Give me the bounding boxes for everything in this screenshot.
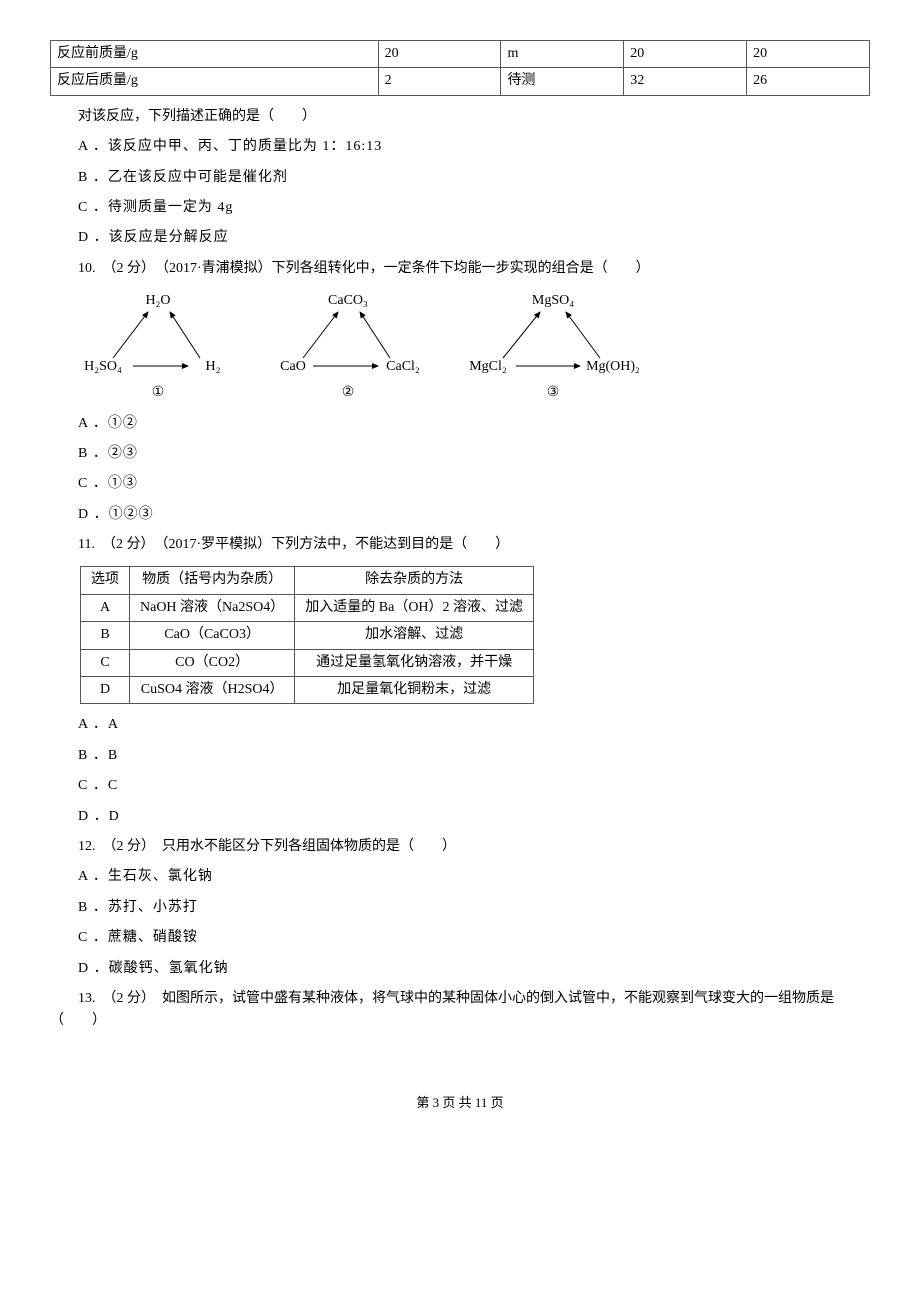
triangle-diagram-icon: MgSO₄ MgCl₂ Mg(OH)₂ (458, 290, 648, 380)
cell: NaOH 溶液（Na2SO4） (130, 594, 295, 621)
table-row: 反应前质量/g 20 m 20 20 (51, 41, 870, 68)
table-row: 反应后质量/g 2 待测 32 26 (51, 68, 870, 95)
q12-option-a: A ．生石灰、氯化钠 (78, 866, 870, 888)
triangle-diagram-icon: H₂O H₂SO₄ H₂ (78, 290, 238, 380)
node-top: MgSO₄ (532, 293, 574, 308)
q11-table: 选项 物质（括号内为杂质） 除去杂质的方法 A NaOH 溶液（Na2SO4） … (80, 566, 534, 704)
table-row: D CuSO4 溶液（H2SO4） 加足量氧化铜粉末，过滤 (81, 677, 534, 704)
q9-option-a: A ．该反应中甲、丙、丁的质量比为 1：16:13 (78, 136, 870, 158)
cell: D (81, 677, 130, 704)
q11-stem: 11. （2 分） （2017·罗平模拟）下列方法中，不能达到目的是（ ） (50, 534, 870, 556)
cell: CuSO4 溶液（H2SO4） (130, 677, 295, 704)
q11-option-c: C ．C (78, 775, 870, 797)
mass-table: 反应前质量/g 20 m 20 20 反应后质量/g 2 待测 32 26 (50, 40, 870, 96)
cell: CO（CO2） (130, 649, 295, 676)
cell: 20 (624, 41, 747, 68)
node-br: H₂ (206, 359, 221, 374)
page-footer: 第 3 页 共 11 页 (50, 1093, 870, 1114)
cell: CaO（CaCO3） (130, 622, 295, 649)
q10-option-a: A ．①② (78, 413, 870, 435)
header-cell: 除去杂质的方法 (295, 567, 534, 594)
cell: 通过足量氢氧化钠溶液，并干燥 (295, 649, 534, 676)
cell: 待测 (501, 68, 624, 95)
cell: B (81, 622, 130, 649)
q12-stem: 12. （2 分） 只用水不能区分下列各组固体物质的是（ ） (50, 836, 870, 858)
q10-diagram-3: MgSO₄ MgCl₂ Mg(OH)₂ ③ (458, 290, 648, 404)
table-row: C CO（CO2） 通过足量氢氧化钠溶液，并干燥 (81, 649, 534, 676)
row-label: 反应后质量/g (51, 68, 379, 95)
q12-option-b: B ．苏打、小苏打 (78, 897, 870, 919)
q10-option-b: B ．②③ (78, 443, 870, 465)
cell: 加足量氧化铜粉末，过滤 (295, 677, 534, 704)
cell: C (81, 649, 130, 676)
q10-option-d: D ．①②③ (78, 504, 870, 526)
q10-diagram-2: CaCO₃ CaO CaCl₂ ② (268, 290, 428, 404)
table-row: B CaO（CaCO3） 加水溶解、过滤 (81, 622, 534, 649)
q10-diagram-row: H₂O H₂SO₄ H₂ ① CaCO₃ CaO CaCl₂ ② (78, 290, 870, 404)
header-cell: 选项 (81, 567, 130, 594)
q12-option-d: D ．碳酸钙、氢氧化钠 (78, 958, 870, 980)
q11-option-b: B ．B (78, 745, 870, 767)
q9-stem: 对该反应，下列描述正确的是（ ） (50, 106, 870, 128)
row-label: 反应前质量/g (51, 41, 379, 68)
q10-option-c: C ．①③ (78, 473, 870, 495)
node-bl: CaO (280, 359, 306, 374)
cell: 加入适量的 Ba（OH）2 溶液、过滤 (295, 594, 534, 621)
diagram-number: ① (78, 382, 238, 404)
diagram-number: ③ (458, 382, 648, 404)
q12-option-c: C ．蔗糖、硝酸铵 (78, 927, 870, 949)
node-top: H₂O (145, 293, 170, 308)
q11-option-a: A ．A (78, 714, 870, 736)
cell: 26 (747, 68, 870, 95)
q9-option-b: B ．乙在该反应中可能是催化剂 (78, 167, 870, 189)
cell: m (501, 41, 624, 68)
q9-option-d: D ．该反应是分解反应 (78, 227, 870, 249)
triangle-diagram-icon: CaCO₃ CaO CaCl₂ (268, 290, 428, 380)
node-br: CaCl₂ (386, 359, 420, 374)
cell: 加水溶解、过滤 (295, 622, 534, 649)
table-header-row: 选项 物质（括号内为杂质） 除去杂质的方法 (81, 567, 534, 594)
q10-diagram-1: H₂O H₂SO₄ H₂ ① (78, 290, 238, 404)
q13-stem: 13. （2 分） 如图所示，试管中盛有某种液体，将气球中的某种固体小心的倒入试… (50, 988, 870, 1033)
cell: 20 (747, 41, 870, 68)
node-top: CaCO₃ (328, 293, 368, 308)
table-row: A NaOH 溶液（Na2SO4） 加入适量的 Ba（OH）2 溶液、过滤 (81, 594, 534, 621)
q9-option-c: C ．待测质量一定为 4g (78, 197, 870, 219)
cell: 32 (624, 68, 747, 95)
diagram-number: ② (268, 382, 428, 404)
header-cell: 物质（括号内为杂质） (130, 567, 295, 594)
q10-stem: 10. （2 分） （2017·青浦模拟）下列各组转化中，一定条件下均能一步实现… (50, 258, 870, 280)
cell: 20 (378, 41, 501, 68)
q11-option-d: D ．D (78, 806, 870, 828)
node-br: Mg(OH)₂ (586, 359, 640, 374)
cell: A (81, 594, 130, 621)
node-bl: H₂SO₄ (84, 359, 122, 374)
node-bl: MgCl₂ (469, 359, 507, 374)
cell: 2 (378, 68, 501, 95)
